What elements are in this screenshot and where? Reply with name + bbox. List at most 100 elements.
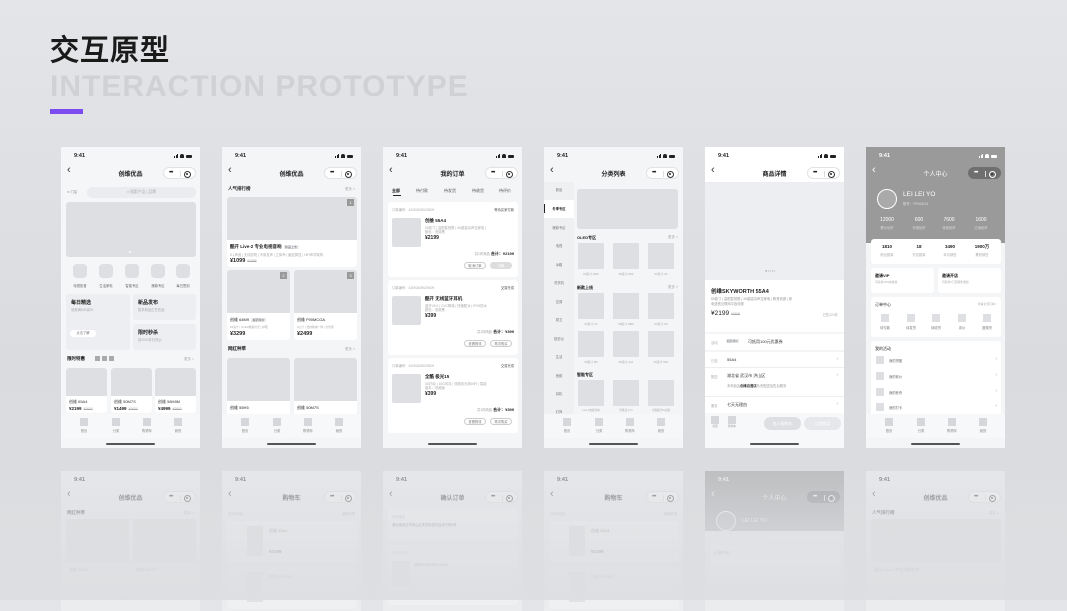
product-card[interactable]: 创维 65A4 ¥2199 ¥2600	[66, 368, 107, 413]
close-target-icon[interactable]	[989, 170, 996, 178]
more-icon[interactable]: •••	[330, 170, 334, 176]
product-card[interactable]: 创维 55H5	[227, 358, 290, 418]
close-target-icon[interactable]	[506, 170, 513, 178]
tab-pending-receipt[interactable]: 待收货	[472, 188, 484, 193]
more-icon[interactable]: •••	[491, 170, 495, 176]
more-icon[interactable]: •••	[169, 170, 173, 176]
selected-spec-row[interactable]: 已选 55A4 ›	[705, 352, 844, 368]
sidebar-item[interactable]: 冰箱	[555, 263, 563, 267]
activity-item[interactable]: 我的秒杀 ›	[876, 388, 1001, 398]
activity-item[interactable]: 我的砍价 ›	[876, 372, 1001, 382]
category-icon[interactable]	[125, 264, 139, 278]
product-card[interactable]: 创维 58H8M ¥4999 ¥2600	[155, 368, 196, 413]
more-link[interactable]: 更多 >	[667, 235, 678, 239]
tab-pending-payment[interactable]: 待付款	[416, 188, 428, 193]
order-card[interactable]: 订单编号：42092409029409 交易完成 酷开 无线蓝牙耳机 蓝牙V5.…	[388, 280, 518, 355]
more-link[interactable]: 更多 >	[344, 187, 355, 191]
capsule-menu[interactable]: •••	[807, 167, 840, 179]
product-thumb[interactable]	[578, 331, 604, 357]
activity-item[interactable]: 我的打卡 ›	[876, 403, 1001, 413]
product-thumb[interactable]	[613, 293, 639, 319]
tab-mine[interactable]: 我的	[327, 418, 351, 433]
flash-sale-card[interactable]: 限时秒杀 前2000件抄底价	[133, 324, 196, 350]
shipping-row[interactable]: 配送 湖北省 武汉市 洪山区 本商品由创维自营店负责配送及售后服务 ›	[705, 368, 844, 397]
sidebar-item[interactable]: 厨卫	[555, 318, 563, 322]
product-thumb[interactable]	[578, 380, 604, 406]
close-target-icon[interactable]	[184, 170, 191, 178]
search-input[interactable]: ⌕ 搜索产品 | 品牌	[87, 187, 196, 198]
tab-home[interactable]: 首页	[555, 418, 579, 433]
category-icon[interactable]	[176, 264, 190, 278]
buy-again-button[interactable]: 再次购买	[490, 418, 512, 425]
back-icon[interactable]: ‹	[550, 164, 554, 176]
product-thumb[interactable]	[648, 380, 674, 406]
product-thumb[interactable]	[578, 243, 604, 269]
category-icon[interactable]	[73, 264, 87, 278]
capsule-menu[interactable]: •••	[163, 167, 196, 179]
back-icon[interactable]: ‹	[389, 164, 393, 176]
new-release-card[interactable]: 新品发布 智享新品正在热选	[133, 294, 196, 320]
product-card[interactable]: 创维 50M7S	[294, 358, 357, 418]
product-thumb[interactable]	[613, 380, 639, 406]
add-to-cart-button[interactable]: 加入购物车	[764, 417, 801, 430]
order-shortcut[interactable]: 待收货	[929, 314, 943, 330]
product-thumb[interactable]	[578, 293, 604, 319]
activity-item[interactable]: 我的拼团 ›	[876, 356, 1001, 366]
order-shortcut[interactable]: 评价	[955, 314, 969, 330]
cart-button[interactable]: 购物车	[726, 416, 738, 428]
tab-cart[interactable]: 购物车	[618, 418, 642, 433]
sidebar-item[interactable]: 音频	[555, 374, 563, 378]
product-card[interactable]: 1 酷开 Live-2 专业电视音响 新品上市 5.1声道 | 无线影院 | 不用…	[227, 197, 357, 267]
tab-category[interactable]: 分类	[909, 418, 933, 433]
buy-now-button[interactable]: 立即购买	[804, 417, 841, 430]
order-shortcut[interactable]: 待付款	[878, 314, 892, 330]
back-icon[interactable]: ‹	[872, 164, 876, 176]
tab-pending-review[interactable]: 待评价	[499, 188, 511, 193]
avatar[interactable]	[877, 189, 897, 209]
more-link[interactable]: 更多 >	[344, 347, 355, 351]
back-icon[interactable]: ‹	[67, 164, 71, 176]
track-shipment-button[interactable]: 查看物流	[464, 418, 486, 425]
cancel-order-button[interactable]: 取消订单	[464, 262, 486, 269]
more-icon[interactable]: •••	[813, 170, 817, 176]
tab-home[interactable]: 首页	[877, 418, 901, 433]
product-card[interactable]: 3 创维 F90MCGA 9公斤 | 洗烘除螨一体 | 全智能 ¥2499	[294, 270, 357, 340]
product-gallery[interactable]: ●••••	[705, 182, 844, 280]
tab-mine[interactable]: 我的	[971, 418, 995, 433]
sidebar-item[interactable]: 洗衣机	[554, 281, 564, 285]
sidebar-item[interactable]: 投影仪	[554, 337, 564, 341]
sidebar-item[interactable]: 空调	[555, 300, 563, 304]
capsule-menu[interactable]: •••	[968, 167, 1001, 179]
sidebar-item[interactable]: 耳机	[555, 392, 563, 396]
product-thumb[interactable]	[613, 331, 639, 357]
daily-picks-card[interactable]: 每日精选 领券满300减20 点击了解	[66, 294, 130, 350]
tab-cart[interactable]: 购物车	[296, 418, 320, 433]
close-target-icon[interactable]	[828, 170, 835, 178]
product-thumb[interactable]	[648, 331, 674, 357]
invite-shop-card[interactable]: 邀请开店 可获得7门店销售收益	[938, 268, 1001, 293]
product-card[interactable]: 创维 50M7S ¥1499 ¥2600	[111, 368, 152, 413]
order-card[interactable]: 订单编号：42092409029409 交易完成 全酷 极光15 3G内存 | …	[388, 358, 518, 433]
tab-all[interactable]: 全部	[392, 188, 400, 193]
tab-cart[interactable]: 购物车	[135, 418, 159, 433]
location[interactable]: ⊙ 门店	[67, 190, 78, 194]
customer-service-button[interactable]: 客服	[710, 416, 720, 428]
sidebar-item[interactable]: 电视	[555, 244, 563, 248]
tab-pending-shipment[interactable]: 待发货	[444, 188, 456, 193]
tab-mine[interactable]: 我的	[166, 418, 190, 433]
close-target-icon[interactable]	[345, 170, 352, 178]
pay-button[interactable]: 付款	[490, 262, 512, 269]
tab-home[interactable]: 首页	[72, 418, 96, 433]
back-icon[interactable]: ‹	[711, 164, 715, 176]
tab-home[interactable]: 首页	[233, 418, 257, 433]
capsule-menu[interactable]: •••	[485, 167, 518, 179]
more-link[interactable]: 更多 >	[667, 285, 678, 289]
close-target-icon[interactable]	[667, 170, 674, 178]
service-row[interactable]: 服务 七天无理由 ›	[705, 397, 844, 413]
product-thumb[interactable]	[648, 243, 674, 269]
category-banner[interactable]	[577, 189, 678, 229]
sidebar-item[interactable]: 新品	[555, 188, 563, 192]
order-shortcut[interactable]: 退换货	[980, 314, 994, 330]
sidebar-item[interactable]: 生活	[555, 355, 563, 359]
tab-category[interactable]: 分类	[587, 418, 611, 433]
